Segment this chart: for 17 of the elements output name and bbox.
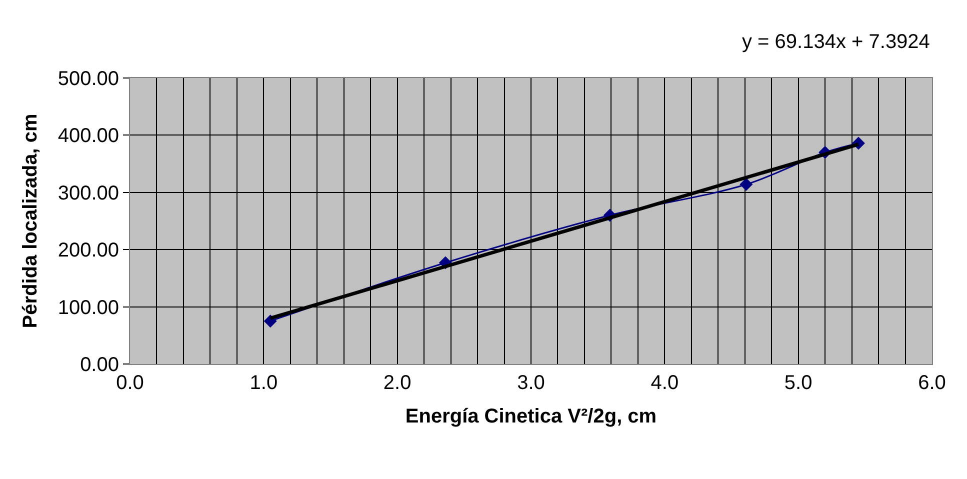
x-tick-label: 1.0 [250,372,278,394]
y-tick-label: 300.00 [58,182,119,204]
x-tick-label: 2.0 [383,372,412,394]
x-axis-title: Energía Cinetica V²/2g, cm [405,406,657,428]
y-tick-label: 100.00 [58,296,119,319]
y-tick-label: 500.00 [58,68,119,90]
y-tick-label: 400.00 [58,125,119,148]
x-tick-label: 5.0 [784,372,812,394]
x-tick-label: 6.0 [918,372,946,394]
x-tick-label: 3.0 [517,372,545,394]
y-tick-label: 0.00 [80,354,119,376]
y-tick-label: 200.00 [58,240,119,262]
x-tick-label: 0.0 [116,372,144,394]
text: y = 69.134x + 7.3924 [742,31,930,53]
x-tick-label: 4.0 [650,372,679,394]
point [740,178,753,191]
y-axis-title: Pérdida localizada, cm [19,114,42,328]
